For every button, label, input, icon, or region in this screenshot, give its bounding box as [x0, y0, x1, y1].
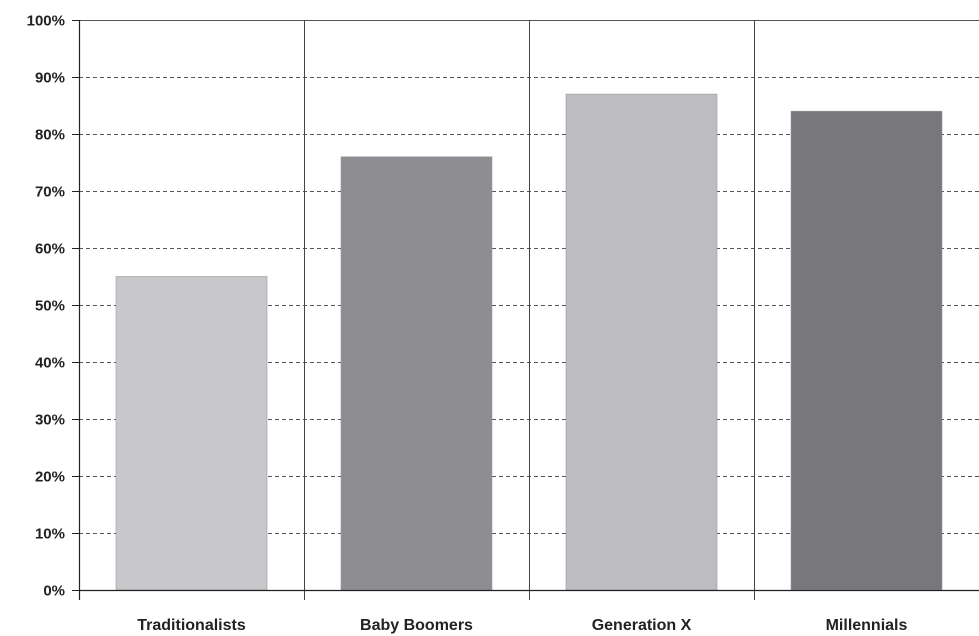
y-tick-label: 20%: [35, 469, 65, 486]
y-tick-label: 80%: [35, 127, 65, 144]
x-category-label: Baby Boomers: [360, 617, 473, 634]
bar-baby-boomers: [340, 156, 493, 591]
x-category-labels: Traditionalists Baby Boomers Generation X M…: [137, 617, 907, 634]
y-tick-label: 90%: [35, 70, 65, 87]
y-tick-label: 0%: [43, 583, 65, 600]
x-category-label: Millennials: [826, 617, 908, 634]
y-tick-label: 100%: [27, 13, 65, 30]
y-tick-label: 40%: [35, 355, 65, 372]
x-category-label: Generation X: [592, 617, 692, 634]
bar-generation-x: [565, 93, 718, 591]
y-tick-labels: 0% 10% 20% 30% 40% 50% 60% 70% 80% 90% 100%: [27, 13, 65, 600]
y-tick-label: 50%: [35, 298, 65, 315]
bar-traditionalists: [115, 276, 268, 591]
bar-millennials: [790, 110, 943, 591]
y-tick-label: 60%: [35, 241, 65, 258]
category-separators: [304, 20, 755, 600]
bars: [115, 93, 943, 591]
y-tick-label: 10%: [35, 526, 65, 543]
y-tick-label: 30%: [35, 412, 65, 429]
x-category-label: Traditionalists: [137, 617, 246, 634]
axes: [72, 20, 979, 600]
y-tick-label: 70%: [35, 184, 65, 201]
